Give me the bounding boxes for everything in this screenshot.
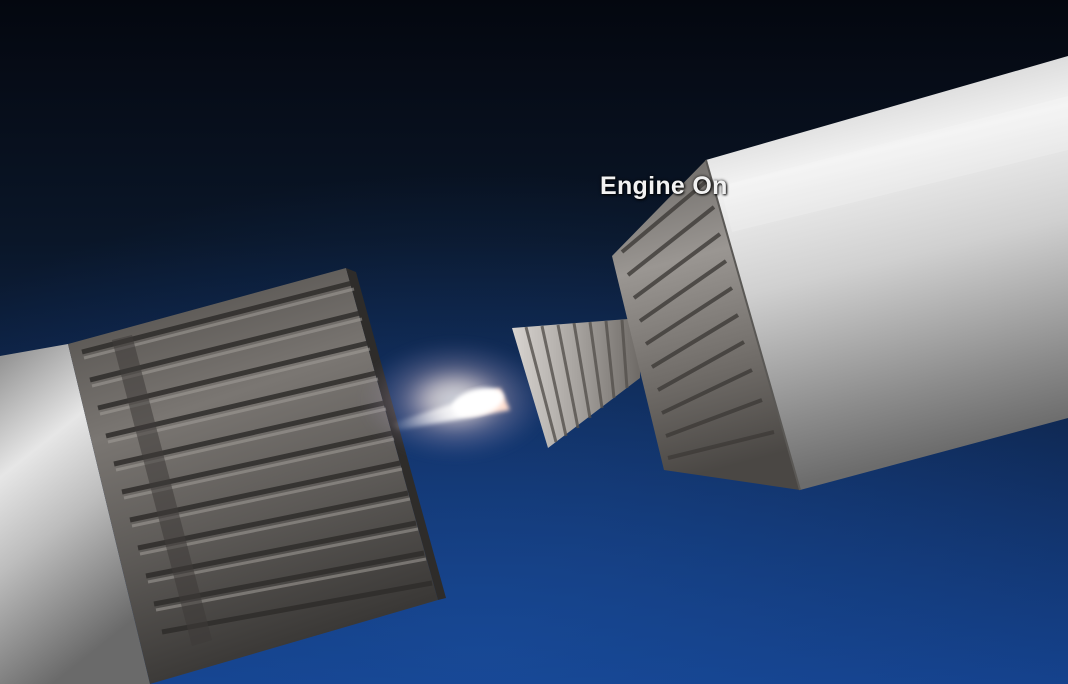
engine-flame [360,340,550,460]
upper-stage [512,56,1068,491]
engine-status-caption: Engine On [600,172,728,200]
lower-stage [0,268,446,684]
